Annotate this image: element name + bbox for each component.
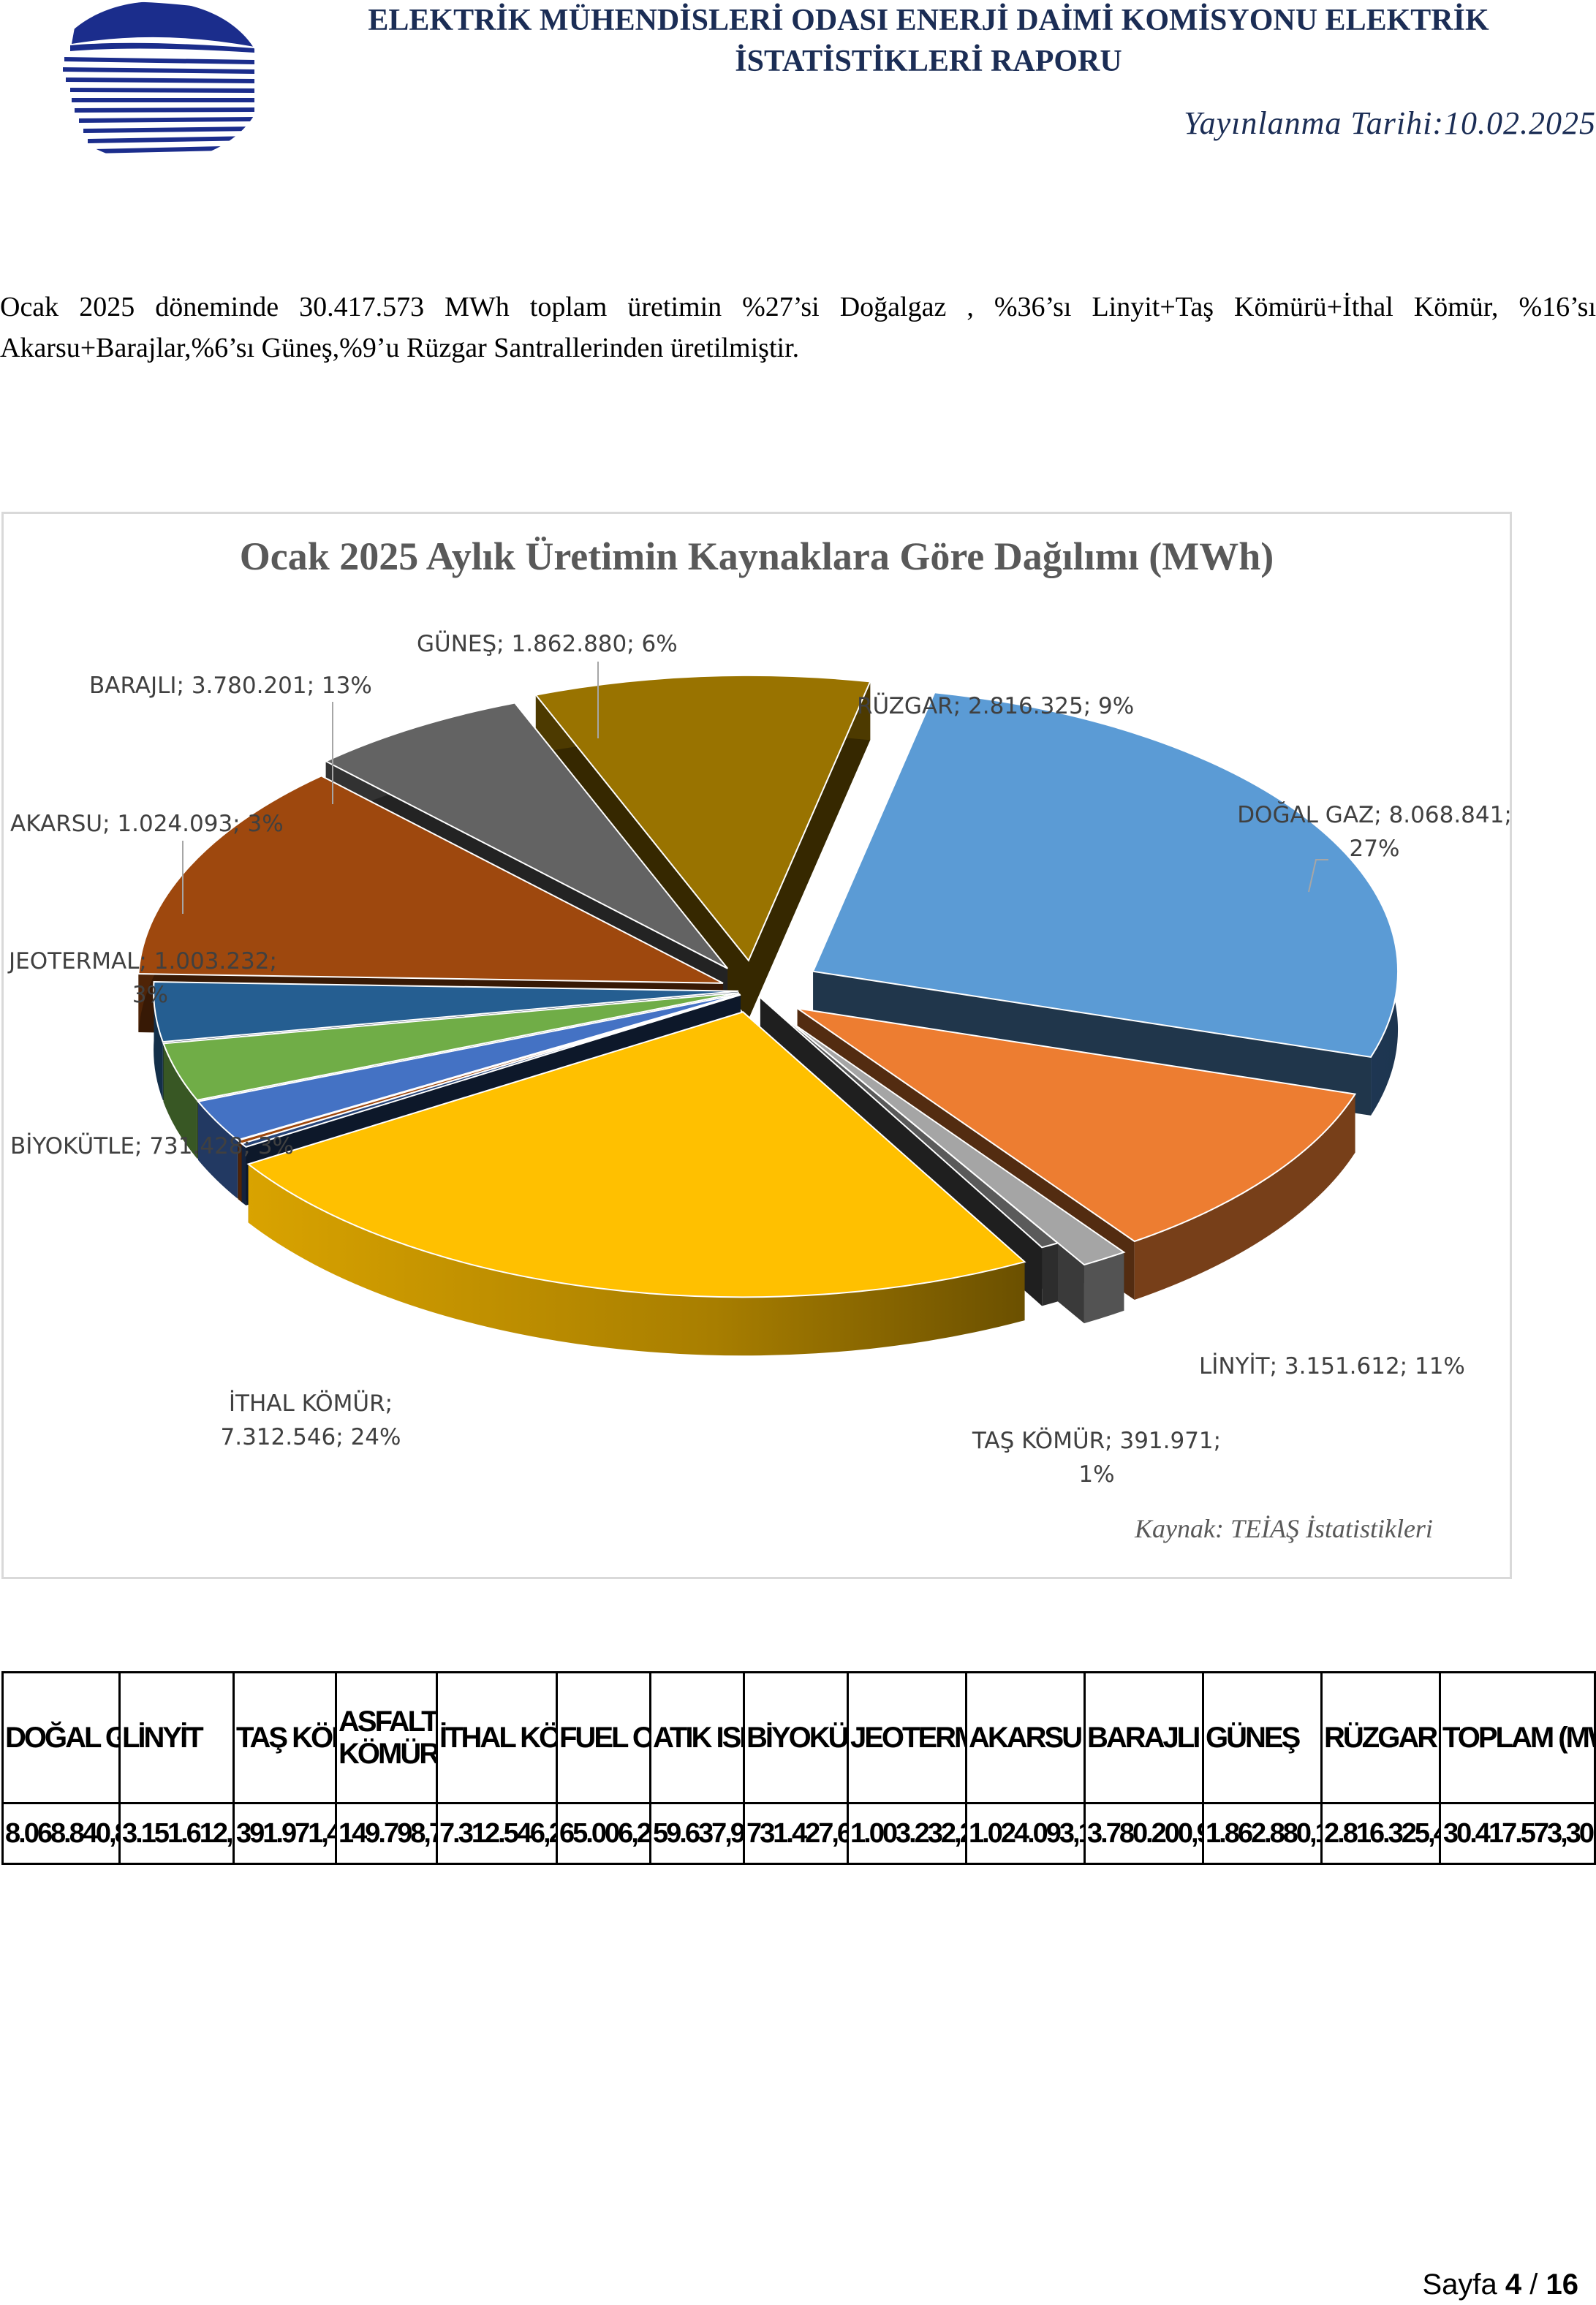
page-total: 16 bbox=[1546, 2268, 1579, 2301]
label-ruzgar: RÜZGAR; 2.816.325; 9% bbox=[857, 693, 1135, 719]
page-separator: / bbox=[1529, 2268, 1538, 2301]
slice-dogal-gaz bbox=[812, 692, 1399, 1059]
slice-barajli bbox=[137, 775, 724, 984]
slice-linyit bbox=[796, 1007, 1357, 1243]
label-tas-line-2: 1% bbox=[1078, 1461, 1115, 1488]
header-fuel-oil: FUEL OİL bbox=[556, 1671, 651, 1804]
slice-asfaltit-komur bbox=[760, 996, 1059, 1249]
table-header-row: DOĞAL GAZ LİNYİT TAŞ KÖMÜ ASFALTİT KÖMÜR… bbox=[1, 1671, 1596, 1804]
leader-line-dogalgaz bbox=[1308, 859, 1328, 893]
value-biyokutle: 731.427,60 bbox=[743, 1802, 849, 1865]
leader-lines bbox=[182, 662, 1328, 914]
slice-ruzgar bbox=[534, 674, 871, 962]
page-number: Sayfa 4 / 16 bbox=[1422, 2268, 1578, 2301]
slice-side-asfaltit-komur bbox=[1042, 1243, 1058, 1306]
slice-ithal-komur bbox=[246, 1011, 1026, 1298]
header-linyit: LİNYİT bbox=[118, 1671, 235, 1804]
label-ithal-line-1: İTHAL KÖMÜR; bbox=[228, 1390, 393, 1417]
slice-side-ithal-komur bbox=[248, 1164, 1025, 1356]
value-barajli: 3.780.200,94 bbox=[1083, 1802, 1204, 1865]
header-gunes: GÜNEŞ bbox=[1202, 1671, 1323, 1804]
table-values-row: 8.068.840,83 3.151.612,28 391.971,49 149… bbox=[1, 1802, 1596, 1865]
page-prefix: Sayfa bbox=[1422, 2268, 1497, 2301]
header-atik-isi: ATIK ISI bbox=[649, 1671, 745, 1804]
slice-biyokutle bbox=[197, 993, 741, 1141]
label-gunes: GÜNEŞ; 1.862.880; 6% bbox=[417, 631, 678, 657]
value-linyit: 3.151.612,28 bbox=[118, 1802, 235, 1865]
value-jeotermal: 1.003.232,23 bbox=[847, 1802, 967, 1865]
header-jeotermal: JEOTERMAL bbox=[847, 1671, 967, 1804]
label-ithal: İTHAL KÖMÜR; 7.312.546; 24% bbox=[197, 1387, 424, 1454]
report-title-line-2: İSTATİSTİKLERİ RAPORU bbox=[735, 45, 1122, 78]
slice-side-tas-komur bbox=[1083, 1252, 1124, 1324]
report-title-line-1: ELEKTRİK MÜHENDİSLERİ ODASI ENERJİ DAİMİ… bbox=[368, 4, 1489, 37]
slice-side-atik-isi bbox=[238, 1140, 242, 1203]
emo-logo bbox=[63, 1, 254, 154]
label-jeotermal-line-1: JEOTERMAL; 1.003.232; bbox=[9, 948, 277, 974]
value-tas-komur: 391.971,49 bbox=[232, 1802, 337, 1865]
slice-gunes bbox=[324, 702, 728, 969]
page-current: 4 bbox=[1505, 2268, 1522, 2301]
value-toplam: 30.417.573,30 bbox=[1439, 1802, 1596, 1865]
pie-chart bbox=[137, 662, 1399, 1356]
header-barajli: BARAJLI bbox=[1083, 1671, 1204, 1804]
slice-side-jeotermal bbox=[163, 1043, 197, 1159]
label-linyit: LİNYİT; 3.151.612; 11% bbox=[1199, 1353, 1465, 1379]
header-akarsu: AKARSU bbox=[965, 1671, 1086, 1804]
header-toplam: TOPLAM (MWh) bbox=[1439, 1671, 1596, 1804]
header-biyokutle: BİYOKÜTLE bbox=[743, 1671, 849, 1804]
value-ithal-komur: 7.312.546,21 bbox=[436, 1802, 558, 1865]
value-asfaltit-komur: 149.798,74 bbox=[335, 1802, 438, 1865]
slice-tas-komur bbox=[786, 1018, 1126, 1266]
label-akarsu: AKARSU; 1.024.093; 3% bbox=[10, 811, 284, 837]
slice-side-fuel-oil bbox=[241, 1143, 246, 1206]
header-ruzgar: RÜZGAR bbox=[1320, 1671, 1441, 1804]
slice-side-akarsu bbox=[154, 982, 163, 1101]
label-dogalgaz-line-1: DOĞAL GAZ; 8.068.841; bbox=[1237, 802, 1512, 828]
label-ithal-line-2: 7.312.546; 24% bbox=[220, 1424, 401, 1450]
slice-wall-dogal-gaz bbox=[813, 692, 1372, 1116]
header-tas-komur: TAŞ KÖMÜ bbox=[232, 1671, 337, 1804]
value-gunes: 1.862.880,18 bbox=[1202, 1802, 1323, 1865]
value-atik-isi: 59.637,98 bbox=[649, 1802, 745, 1865]
slice-akarsu bbox=[153, 980, 739, 1043]
value-fuel-oil: 65.006,28 bbox=[556, 1802, 651, 1865]
header-ithal-komur: İTHAL KÖMÜ bbox=[436, 1671, 558, 1804]
label-biyokutle: BİYOKÜTLE; 731.428; 3% bbox=[10, 1133, 294, 1159]
pie-top-faces bbox=[137, 674, 1399, 1298]
chart-title: Ocak 2025 Aylık Üretimin Kaynaklara Göre… bbox=[239, 534, 1274, 578]
header-dogalgaz: DOĞAL GAZ bbox=[1, 1671, 121, 1804]
value-akarsu: 1.024.093,11 bbox=[965, 1802, 1086, 1865]
value-dogalgaz: 8.068.840,83 bbox=[1, 1802, 121, 1865]
slice-jeotermal bbox=[162, 992, 739, 1101]
label-tas-komur: TAŞ KÖMÜR; 391.971; 1% bbox=[965, 1424, 1228, 1491]
label-jeotermal: JEOTERMAL; 1.003.232; 3% bbox=[9, 945, 277, 1012]
slice-fuel-oil bbox=[240, 993, 741, 1148]
header-asfaltit-text: ASFALTİT KÖMÜR bbox=[339, 1706, 437, 1770]
production-table: DOĞAL GAZ LİNYİT TAŞ KÖMÜ ASFALTİT KÖMÜR… bbox=[1, 1671, 1596, 1865]
label-jeotermal-line-2: 3% bbox=[132, 982, 168, 1008]
chart-source: Kaynak: TEİAŞ İstatistikleri bbox=[1135, 1514, 1433, 1543]
label-dogalgaz: DOĞAL GAZ; 8.068.841; 27% bbox=[1236, 798, 1513, 866]
value-ruzgar: 2.816.325,43 bbox=[1320, 1802, 1441, 1865]
label-tas-line-1: TAŞ KÖMÜR; 391.971; bbox=[972, 1428, 1222, 1454]
header-asfaltit-komur: ASFALTİT KÖMÜR bbox=[335, 1671, 438, 1804]
label-dogalgaz-line-2: 27% bbox=[1349, 836, 1400, 862]
label-barajli: BARAJLI; 3.780.201; 13% bbox=[89, 673, 372, 699]
intro-paragraph: Ocak 2025 döneminde 30.417.573 MWh topla… bbox=[0, 292, 1596, 363]
slice-side-biyokutle bbox=[197, 1101, 238, 1199]
slice-side-linyit bbox=[1134, 1094, 1355, 1301]
publish-date: Yayınlanma Tarihi:10.02.2025 bbox=[1184, 105, 1596, 141]
